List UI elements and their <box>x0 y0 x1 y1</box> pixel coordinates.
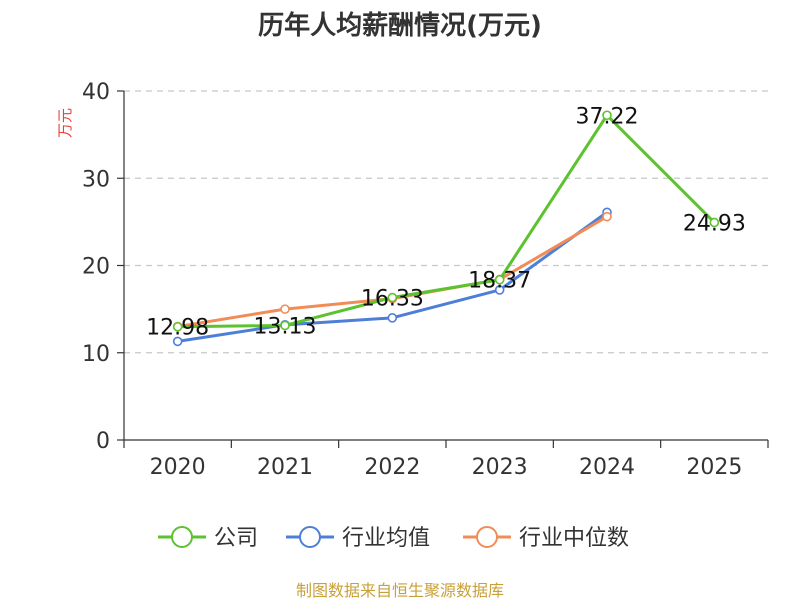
x-tick-label-2020: 2020 <box>150 455 206 480</box>
point-行业均值-2023 <box>494 285 505 295</box>
data-label-2024: 37.22 <box>576 104 639 129</box>
source-note: 制图数据来自恒生聚源数据库 <box>296 581 504 600</box>
x-tick-label-2021: 2021 <box>257 455 313 480</box>
axes <box>117 90 769 448</box>
legend-marker-行业均值 <box>299 526 321 548</box>
legend[interactable]: 公司 行业均值 行业中位数 <box>158 526 629 551</box>
point-公司-2024 <box>602 110 612 121</box>
y-tick-label-20: 20 <box>82 255 110 280</box>
series-行业中位数 <box>172 211 612 332</box>
x-tick-labels: 2020 2021 2022 2023 2024 2025 <box>150 455 743 480</box>
legend-item-公司[interactable]: 公司 <box>158 526 258 551</box>
data-label-2022: 16.33 <box>361 287 424 312</box>
y-tick-label-10: 10 <box>82 342 110 367</box>
y-tick-label-0: 0 <box>96 429 110 454</box>
x-tick-label-2024: 2024 <box>579 455 635 480</box>
legend-label-公司: 公司 <box>214 526 258 551</box>
legend-item-行业均值[interactable]: 行业均值 <box>286 526 430 551</box>
x-tick-label-2023: 2023 <box>472 455 528 480</box>
grid-lines <box>124 90 768 354</box>
point-行业均值-2020 <box>172 336 183 347</box>
data-labels: 12.98 13.13 16.33 18.37 37.22 24.93 <box>146 104 746 340</box>
series-行业均值 <box>172 207 612 347</box>
chart-title: 历年人均薪酬情况(万元) <box>258 10 542 41</box>
series-line-公司 <box>177 113 716 329</box>
point-行业中位数-2021 <box>280 304 290 314</box>
y-tick-labels: 0 10 20 30 40 <box>82 80 110 454</box>
data-label-2021: 13.13 <box>254 314 317 339</box>
legend-marker-行业中位数 <box>476 526 498 548</box>
legend-label-行业中位数: 行业中位数 <box>519 526 629 551</box>
y-tick-label-40: 40 <box>82 80 110 105</box>
point-行业均值-2022 <box>387 313 398 323</box>
x-tick-label-2022: 2022 <box>364 455 420 480</box>
legend-marker-公司 <box>171 526 193 548</box>
point-行业中位数-2024 <box>602 211 612 222</box>
point-公司-2023 <box>494 274 505 285</box>
point-公司-2022 <box>387 292 398 303</box>
x-tick-label-2025: 2025 <box>686 455 742 480</box>
point-公司-2020 <box>172 321 183 332</box>
point-公司-2021 <box>280 320 290 331</box>
series-公司 <box>172 110 720 332</box>
series-group <box>172 110 720 347</box>
legend-label-行业均值: 行业均值 <box>342 526 430 551</box>
data-label-2020: 12.98 <box>146 316 209 341</box>
point-公司-2025 <box>709 217 720 228</box>
data-label-2025: 24.93 <box>683 211 746 236</box>
data-label-2023: 18.37 <box>468 269 531 294</box>
legend-item-行业中位数[interactable]: 行业中位数 <box>463 526 629 551</box>
y-tick-label-30: 30 <box>82 167 110 192</box>
y-axis-label: 万元 <box>56 108 74 138</box>
